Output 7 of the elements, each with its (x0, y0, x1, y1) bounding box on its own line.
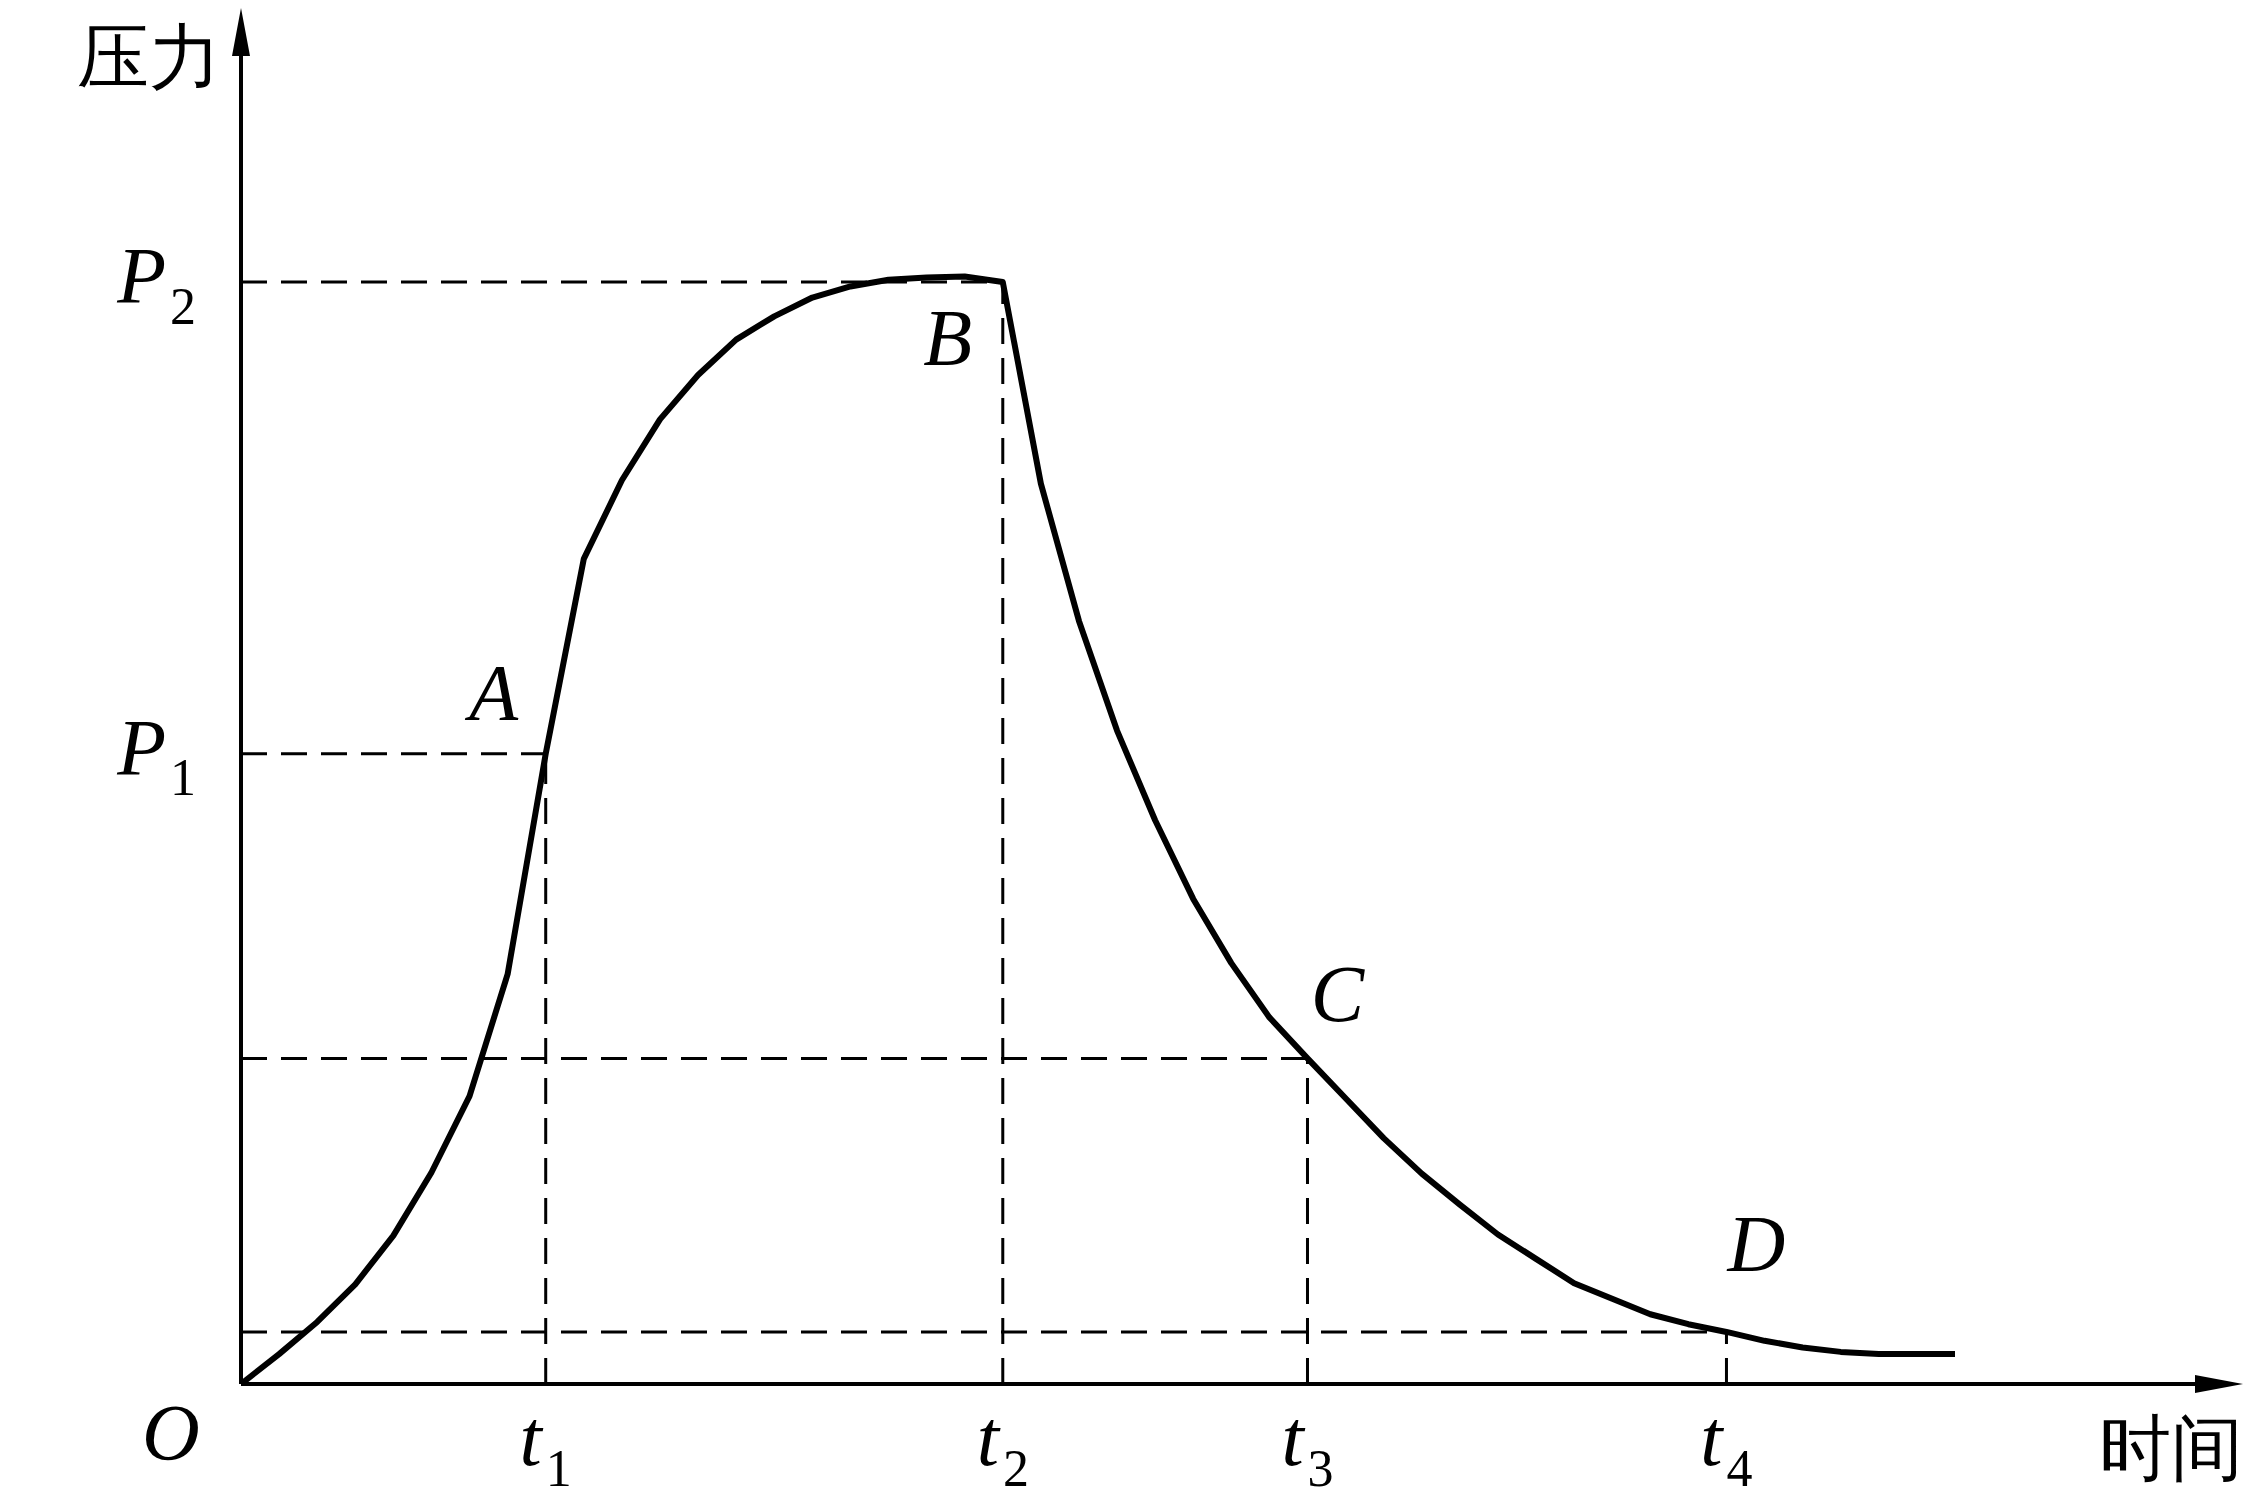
x-axis-title: 时间 (2099, 1408, 2243, 1489)
annotation: D (1726, 1199, 1786, 1288)
annotation: A (464, 648, 520, 737)
annotation: B (923, 294, 973, 383)
annotation: C (1310, 950, 1366, 1039)
text: O (142, 1389, 200, 1478)
y-axis-title: 压力 (77, 17, 221, 98)
